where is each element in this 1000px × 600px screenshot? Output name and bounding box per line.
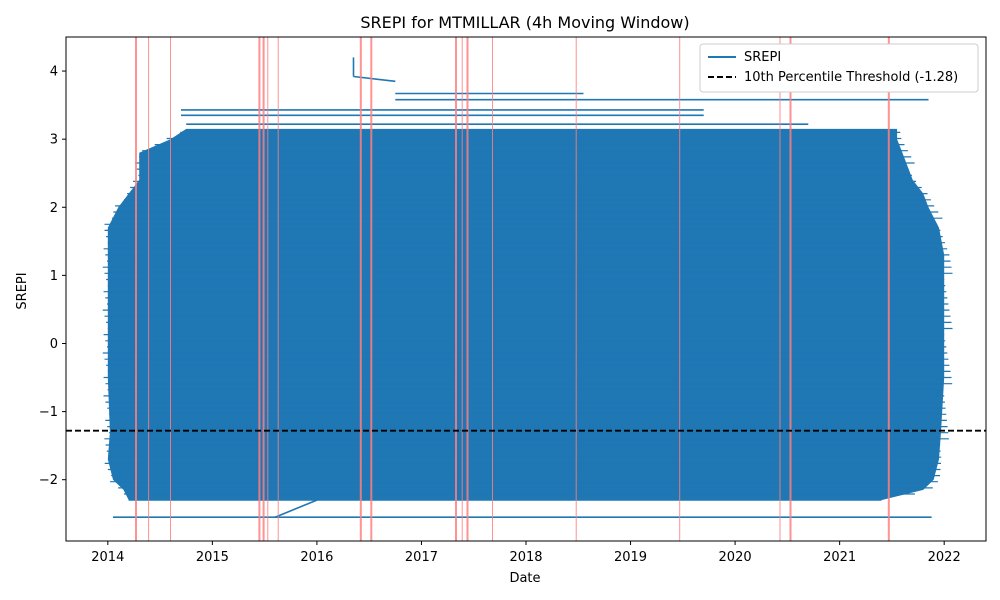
x-tick-label: 2017 (405, 550, 438, 565)
x-tick-label: 2021 (823, 550, 856, 565)
x-tick-label: 2018 (509, 550, 542, 565)
legend: SREPI 10th Percentile Threshold (-1.28) (699, 43, 979, 93)
y-tick-label: 4 (50, 65, 58, 80)
y-tick-label: 3 (50, 133, 58, 148)
y-axis-title: SREPI (15, 272, 30, 309)
srepi-band (107, 128, 945, 501)
chart-title: SREPI for MTMILLAR (4h Moving Window) (360, 13, 689, 32)
x-axis-title: Date (509, 571, 540, 586)
plot-area: 2014 2015 2016 2017 2018 2019 2020 2021 2022−2−1… (39, 36, 987, 565)
y-tick-label: −1 (39, 405, 58, 420)
y-tick-label: 1 (50, 269, 58, 284)
y-tick-label: 2 (50, 201, 58, 216)
x-tick-label: 2014 (91, 550, 124, 565)
x-tick-label: 2015 (196, 550, 229, 565)
plot-content (66, 37, 986, 541)
legend-label-threshold: 10th Percentile Threshold (-1.28) (744, 70, 958, 85)
legend-label-srepi: SREPI (744, 50, 781, 65)
y-tick-label: 0 (50, 337, 58, 352)
legend-box (699, 43, 979, 93)
srepi-segment (274, 499, 318, 518)
y-tick-label: −2 (39, 473, 58, 488)
x-tick-label: 2019 (614, 550, 647, 565)
x-tick-label: 2022 (928, 550, 961, 565)
x-tick-label: 2020 (719, 550, 752, 565)
x-tick-label: 2016 (300, 550, 333, 565)
